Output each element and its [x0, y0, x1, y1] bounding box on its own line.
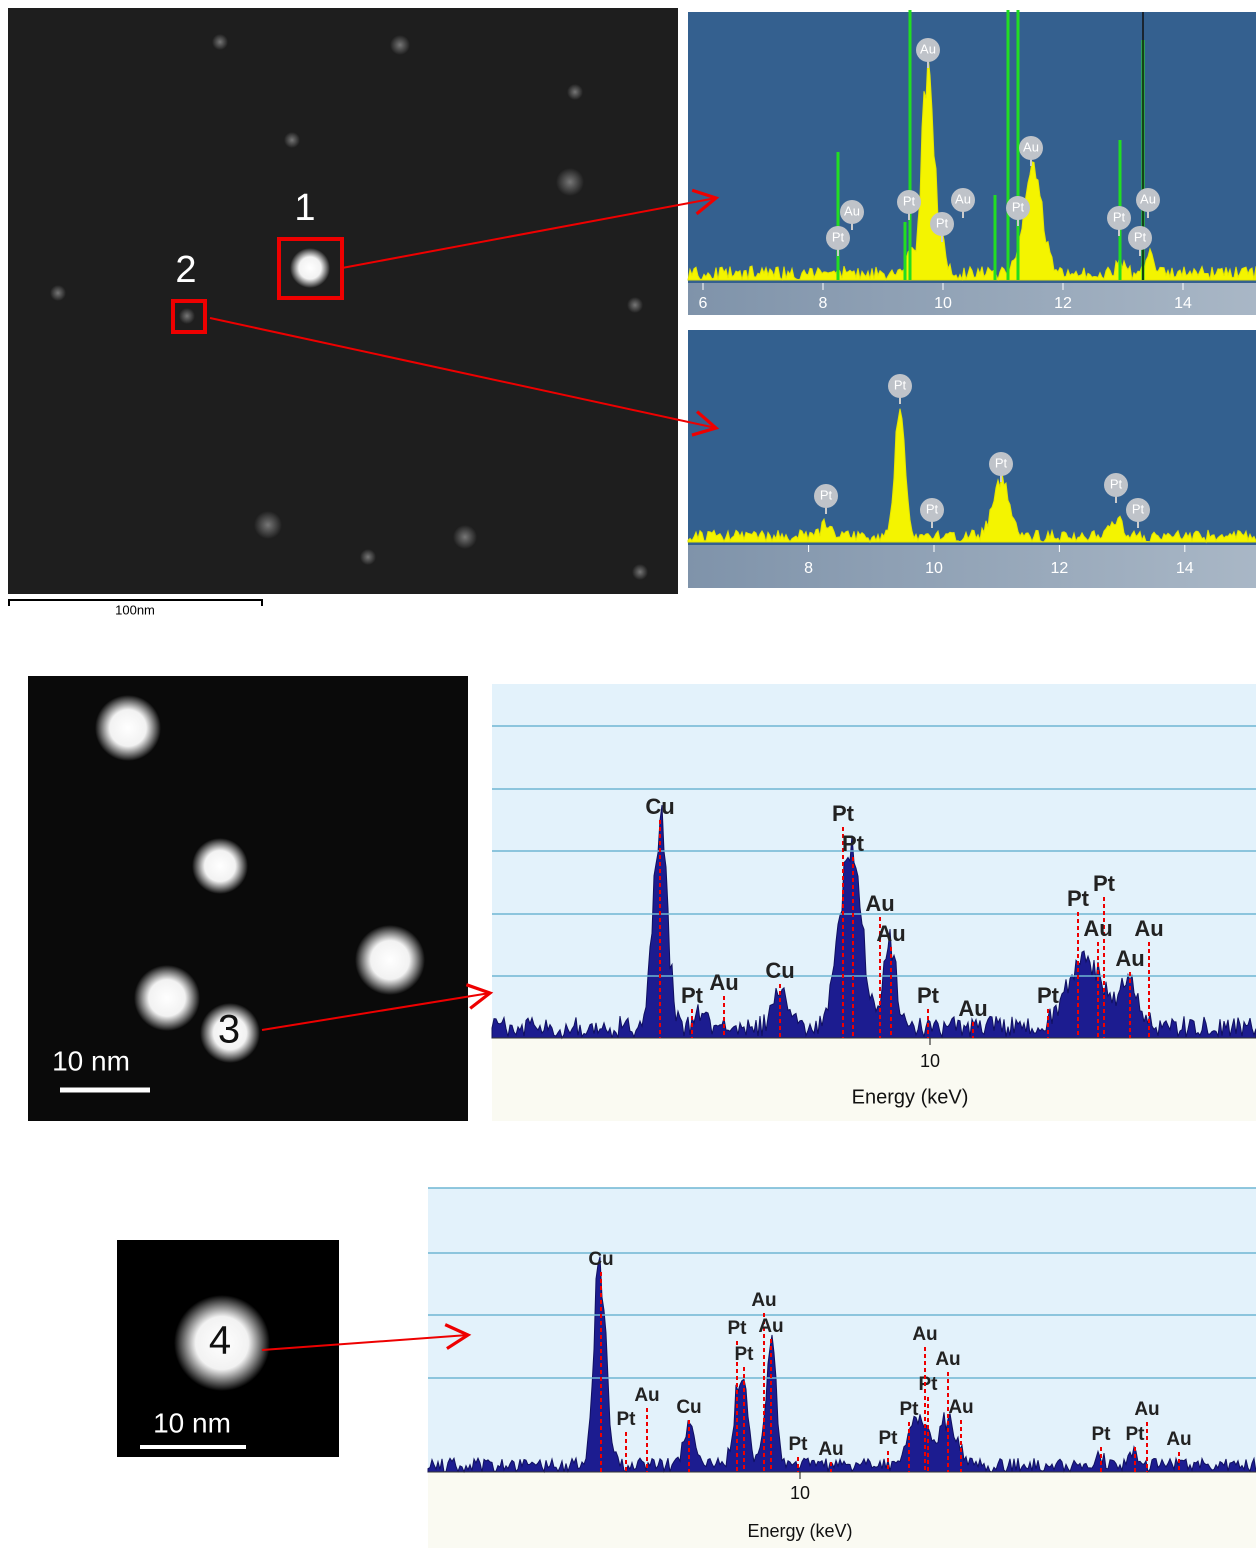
particle	[192, 838, 248, 894]
peak-label: Au	[935, 1349, 960, 1370]
peak-label: Au	[758, 1316, 783, 1337]
peak-label: Pt	[1067, 886, 1090, 911]
x-tick-label: 8	[819, 295, 828, 312]
peak-label: Au	[1023, 139, 1039, 154]
particle	[567, 84, 583, 100]
particle	[627, 297, 643, 313]
peak-label: Pt	[903, 193, 916, 208]
peak-label: Pt	[617, 1409, 637, 1430]
x-axis-label: Energy (keV)	[852, 1086, 969, 1108]
peak-label: Pt	[1132, 501, 1145, 516]
peak-label: Pt	[1134, 229, 1147, 244]
x-tick-label: 12	[1054, 295, 1072, 312]
scale-bar-label: 10 nm	[52, 1045, 130, 1076]
x-tick-label: 10	[925, 560, 943, 577]
axis-area	[492, 1038, 1256, 1121]
particle	[284, 132, 300, 148]
scale-bar-label: 100nm	[115, 602, 155, 617]
peak-label: Pt	[879, 1428, 899, 1449]
marker-label: 4	[209, 1319, 231, 1363]
particle	[212, 34, 228, 50]
peak-label: Pt	[728, 1318, 748, 1339]
particle	[360, 549, 376, 565]
peak-label: Au	[1140, 191, 1156, 206]
peak-label: Au	[948, 1397, 973, 1418]
particle	[179, 308, 195, 324]
particle	[290, 248, 330, 288]
marker-label: 3	[218, 1008, 240, 1052]
x-axis-label: Energy (keV)	[747, 1521, 852, 1541]
marker-label: 2	[175, 249, 196, 291]
peak-label: Pt	[1110, 476, 1123, 491]
peak-label: Pt	[995, 455, 1008, 470]
peak-label: Pt	[832, 801, 855, 826]
peak-label: Au	[634, 1385, 659, 1406]
peak-label: Pt	[919, 1374, 939, 1395]
peak-label: Pt	[926, 501, 939, 516]
peak-label: Pt	[735, 1344, 755, 1365]
peak-label: Pt	[789, 1434, 809, 1455]
peak-label: Au	[818, 1439, 843, 1460]
spectrum-panel	[492, 684, 1256, 1038]
particle	[556, 168, 584, 196]
x-tick-label: 10	[934, 295, 952, 312]
peak-label: Cu	[588, 1249, 613, 1270]
x-tick-label: 14	[1176, 560, 1194, 577]
peak-label: Pt	[936, 215, 949, 230]
peak-label: Au	[1134, 916, 1163, 941]
peak-label: Pt	[1092, 1424, 1112, 1445]
peak-label: Au	[920, 41, 936, 56]
figure: 1234100nm10 nm10 nm6810121481012141010En…	[0, 0, 1256, 1548]
peak-label: Pt	[820, 487, 833, 502]
axis-strip	[688, 283, 1256, 315]
peak-label: Pt	[832, 229, 845, 244]
scale-bar-label: 10 nm	[153, 1407, 231, 1438]
particle	[95, 695, 161, 761]
particle	[355, 925, 425, 995]
marker-label: 1	[294, 187, 315, 229]
peak-label: Au	[1166, 1429, 1191, 1450]
particle	[632, 564, 648, 580]
particle	[134, 965, 200, 1031]
peak-label: Au	[955, 191, 971, 206]
x-tick-label: 14	[1174, 295, 1192, 312]
peak-label: Pt	[842, 831, 865, 856]
peak-label: Pt	[1037, 983, 1060, 1008]
x-tick-label: 10	[790, 1483, 810, 1503]
peak-label: Au	[876, 921, 905, 946]
peak-label: Pt	[900, 1399, 920, 1420]
particle	[50, 285, 66, 301]
peak-label: Pt	[681, 983, 704, 1008]
axis-strip	[688, 545, 1256, 588]
peak-label: Pt	[1012, 199, 1025, 214]
peak-label: Pt	[894, 377, 907, 392]
peak-label: Au	[912, 1324, 937, 1345]
peak-label: Cu	[676, 1397, 701, 1418]
page: 1234100nm10 nm10 nm6810121481012141010En…	[0, 0, 1256, 1548]
particle	[254, 511, 282, 539]
peak-label: Au	[958, 996, 987, 1021]
particle	[390, 35, 410, 55]
peak-label: Pt	[1093, 871, 1116, 896]
x-tick-label: 8	[804, 560, 813, 577]
peak-label: Au	[1115, 946, 1144, 971]
peak-label: Au	[709, 970, 738, 995]
peak-label: Pt	[917, 983, 940, 1008]
peak-label: Au	[844, 203, 860, 218]
x-tick-label: 12	[1051, 560, 1069, 577]
peak-label: Au	[1134, 1399, 1159, 1420]
peak-label: Cu	[765, 958, 794, 983]
peak-label: Au	[1083, 916, 1112, 941]
peak-label: Pt	[1126, 1424, 1146, 1445]
peak-label: Cu	[645, 794, 674, 819]
peak-label: Pt	[1113, 209, 1126, 224]
x-tick-label: 6	[699, 295, 708, 312]
x-tick-label: 10	[920, 1051, 940, 1071]
peak-label: Au	[865, 891, 894, 916]
peak-label: Au	[751, 1290, 776, 1311]
particle	[453, 525, 477, 549]
